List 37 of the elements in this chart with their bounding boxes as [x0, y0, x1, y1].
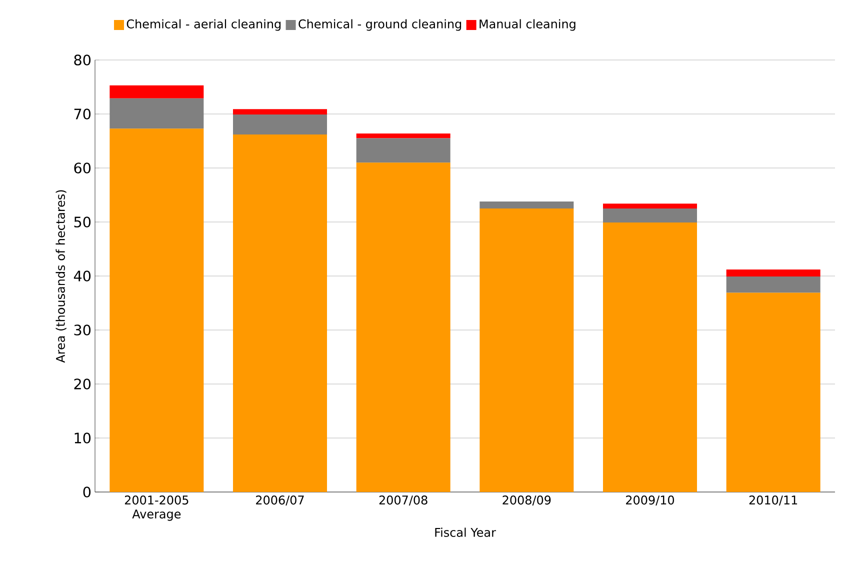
- bar: [480, 208, 574, 492]
- x-tick-label: 2008/09: [502, 496, 551, 506]
- x-tick-label: 2001-2005 Average: [124, 496, 188, 521]
- bar: [480, 201, 574, 208]
- legend-label: Chemical - aerial cleaning: [126, 19, 281, 31]
- y-axis-title: Area (thousands of hectares): [56, 190, 66, 363]
- bar: [233, 134, 328, 492]
- bar: [726, 292, 820, 492]
- bar: [603, 204, 698, 208]
- y-tick-label: 70: [74, 108, 91, 120]
- legend-label: Manual cleaning: [480, 19, 576, 31]
- bar: [233, 109, 328, 115]
- bar: [110, 128, 204, 492]
- legend-label: Chemical - ground cleaning: [298, 19, 462, 31]
- bar: [356, 133, 450, 138]
- y-tick-label: 50: [74, 216, 91, 228]
- bar: [356, 138, 450, 163]
- bar: [726, 270, 820, 277]
- x-tick-label: 2010/11: [749, 496, 798, 506]
- y-tick-label: 0: [83, 486, 91, 498]
- bar: [726, 276, 820, 293]
- y-tick-label: 40: [74, 270, 91, 282]
- bar: [603, 208, 698, 223]
- y-tick-label: 30: [74, 324, 91, 336]
- bar: [110, 85, 204, 98]
- x-axis-title: Fiscal Year: [435, 528, 496, 537]
- y-tick-label: 20: [74, 378, 91, 390]
- y-tick-label: 60: [74, 162, 91, 174]
- x-tick-label: 2007/08: [379, 496, 428, 506]
- bar: [356, 162, 450, 492]
- y-tick-label: 10: [74, 432, 91, 444]
- bar: [233, 114, 328, 135]
- y-tick-label: 80: [74, 54, 91, 66]
- bar: [603, 222, 698, 492]
- x-tick-label: 2009/10: [626, 496, 674, 506]
- x-tick-label: 2006/07: [256, 496, 304, 506]
- bar: [110, 98, 204, 129]
